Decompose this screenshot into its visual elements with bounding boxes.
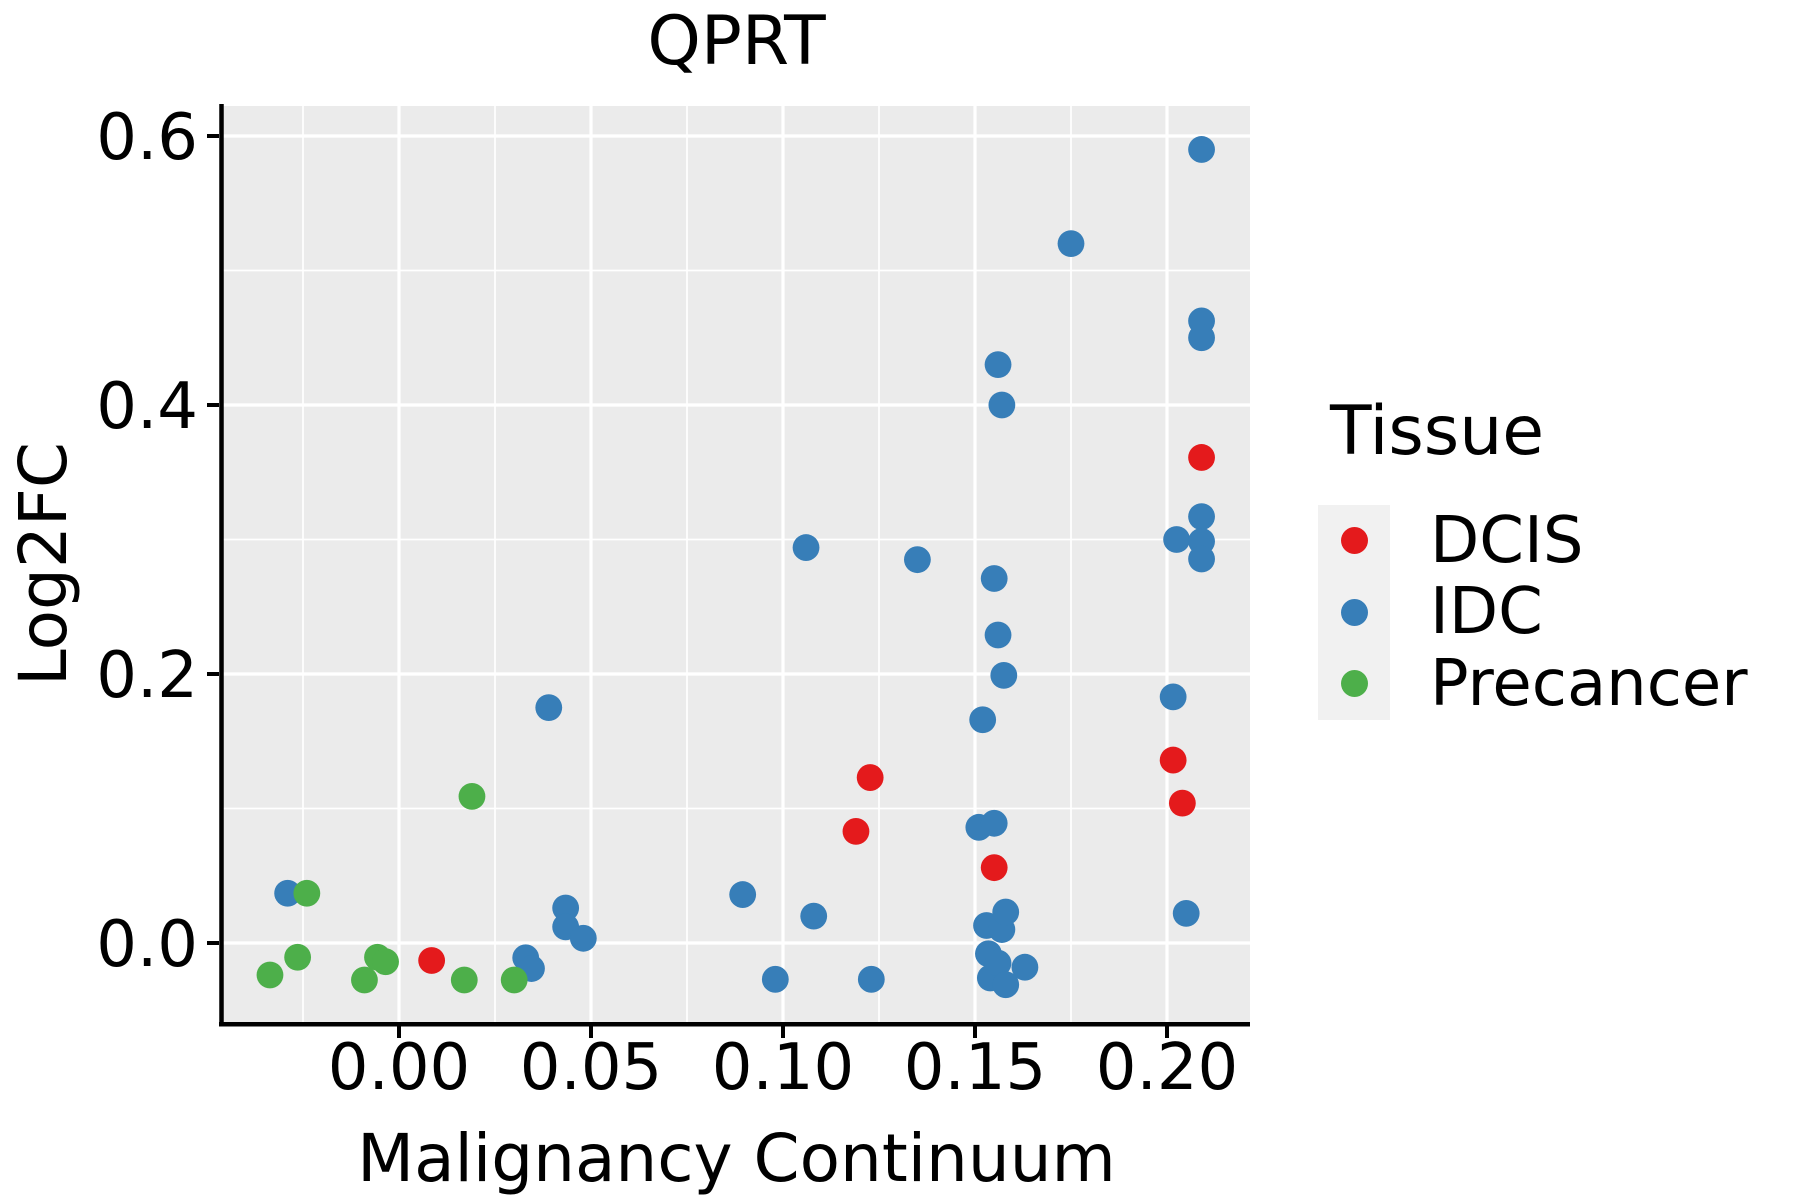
data-point-idc <box>990 661 1018 689</box>
legend-swatch-icon <box>1340 527 1368 555</box>
data-point-idc <box>969 706 997 734</box>
data-point-idc <box>1188 324 1215 352</box>
data-point-dcis <box>1188 444 1215 471</box>
chart-title: QPRT <box>647 2 826 81</box>
y-tick-label: 0.6 <box>96 101 198 175</box>
legend-label: DCIS <box>1430 503 1584 578</box>
data-point-precancer <box>351 966 378 994</box>
data-point-idc <box>1159 683 1187 711</box>
data-point-idc <box>984 949 1012 977</box>
data-point-idc <box>980 565 1008 592</box>
data-point-idc <box>857 965 885 993</box>
data-point-idc <box>904 546 931 574</box>
legend-entries: DCIS IDC Precancer <box>1318 505 1748 720</box>
legend-key <box>1318 505 1390 577</box>
data-point-precancer <box>500 966 528 994</box>
x-axis-label: Malignancy Continuum <box>357 1120 1116 1197</box>
data-point-precancer <box>293 879 321 907</box>
x-tick-label: 0.00 <box>328 1031 471 1105</box>
data-point-idc <box>992 971 1020 999</box>
data-point-precancer <box>450 966 478 994</box>
data-point-dcis <box>856 764 884 791</box>
data-point-idc <box>792 534 820 561</box>
legend-label: IDC <box>1430 575 1543 650</box>
legend-title: Tissue <box>1330 392 1545 471</box>
data-point-idc <box>800 902 828 930</box>
x-tick-label: 0.20 <box>1096 1031 1239 1105</box>
data-point-precancer <box>458 782 486 810</box>
data-point-idc <box>1188 545 1215 573</box>
legend-swatch-icon <box>1340 598 1368 626</box>
data-point-dcis <box>1168 789 1196 817</box>
legend-label: Precancer <box>1430 646 1748 721</box>
data-point-idc <box>569 924 597 952</box>
legend-key <box>1318 576 1390 648</box>
data-point-idc <box>1011 953 1039 981</box>
data-point-precancer <box>256 961 284 989</box>
data-point-dcis <box>1159 746 1187 774</box>
x-tick-label: 0.10 <box>712 1031 855 1105</box>
legend-swatch-icon <box>1340 670 1368 698</box>
data-point-idc <box>980 809 1008 837</box>
plot-panel <box>223 106 1250 1022</box>
data-point-idc <box>1172 900 1200 927</box>
legend-row-precancer: Precancer <box>1318 648 1748 720</box>
data-point-idc <box>992 898 1020 926</box>
data-point-idc <box>761 965 789 993</box>
x-tick-label: 0.05 <box>520 1031 663 1105</box>
y-tick-label: 0.0 <box>96 908 198 982</box>
data-point-idc <box>1188 503 1215 531</box>
data-point-idc <box>984 621 1012 649</box>
data-point-dcis <box>842 817 870 845</box>
data-point-idc <box>552 894 580 922</box>
data-point-idc <box>984 351 1012 379</box>
data-point-idc <box>729 881 757 908</box>
data-point-idc <box>535 694 563 722</box>
legend-row-idc: IDC <box>1318 575 1748 650</box>
data-point-idc <box>1057 230 1085 257</box>
data-point-idc <box>274 879 302 907</box>
y-tick-label: 0.2 <box>96 639 198 713</box>
y-axis-label: Log2FC <box>5 442 82 686</box>
x-tick-label: 0.15 <box>904 1031 1047 1105</box>
data-point-dcis <box>418 947 446 974</box>
data-point-precancer <box>372 948 399 976</box>
legend-row-dcis: DCIS <box>1318 505 1748 577</box>
legend-key <box>1318 648 1390 720</box>
data-point-precancer <box>284 943 312 971</box>
data-point-idc <box>1188 136 1215 163</box>
data-point-dcis <box>980 854 1008 882</box>
data-point-idc <box>1163 526 1190 553</box>
data-point-idc <box>988 391 1016 419</box>
y-tick-label: 0.4 <box>96 370 198 444</box>
